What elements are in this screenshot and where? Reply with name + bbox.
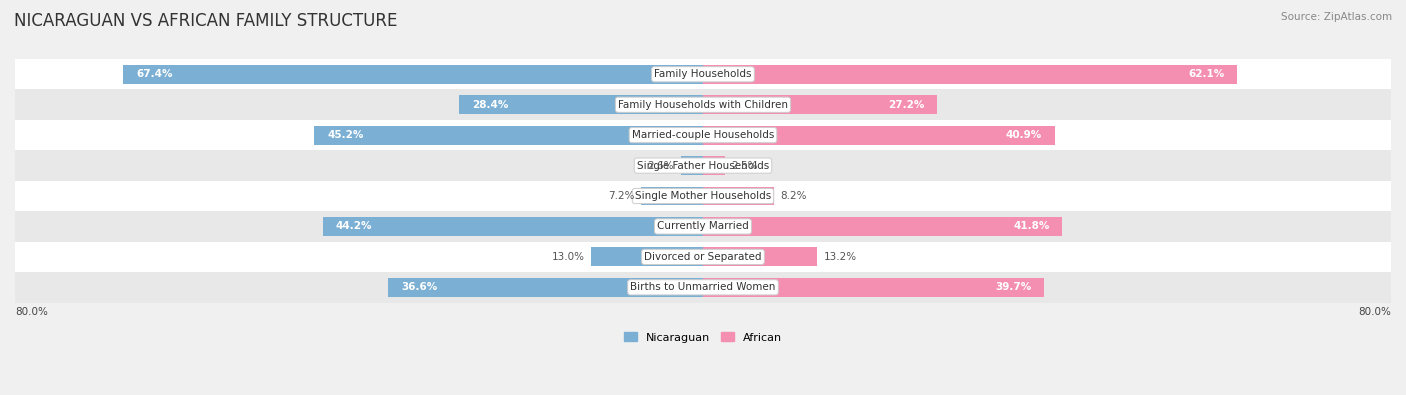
Text: 40.9%: 40.9% [1005,130,1042,140]
Bar [388,278,703,297]
Text: 67.4%: 67.4% [136,69,173,79]
Text: Single Mother Households: Single Mother Households [636,191,770,201]
Bar [15,181,1391,211]
Text: 8.2%: 8.2% [780,191,807,201]
Bar [124,65,703,84]
Text: Family Households with Children: Family Households with Children [619,100,787,110]
Text: 2.6%: 2.6% [647,161,673,171]
Bar [641,186,703,205]
Text: Source: ZipAtlas.com: Source: ZipAtlas.com [1281,12,1392,22]
Bar [591,247,703,266]
Text: 7.2%: 7.2% [607,191,634,201]
Bar [703,247,817,266]
Bar [15,90,1391,120]
Text: Single Father Households: Single Father Households [637,161,769,171]
Bar [703,65,1237,84]
Bar [703,95,936,114]
Bar [15,272,1391,303]
Bar [703,217,1063,236]
Bar [15,211,1391,242]
Text: Family Households: Family Households [654,69,752,79]
Bar [458,95,703,114]
Text: 62.1%: 62.1% [1188,69,1225,79]
Bar [703,156,724,175]
Bar [15,242,1391,272]
Text: 44.2%: 44.2% [336,222,373,231]
Bar [703,186,773,205]
Text: Currently Married: Currently Married [657,222,749,231]
Legend: Nicaraguan, African: Nicaraguan, African [619,328,787,347]
Text: 27.2%: 27.2% [887,100,924,110]
Text: Births to Unmarried Women: Births to Unmarried Women [630,282,776,292]
Text: 28.4%: 28.4% [471,100,508,110]
Text: 45.2%: 45.2% [328,130,364,140]
Text: 36.6%: 36.6% [401,282,437,292]
Bar [703,126,1054,145]
Text: Divorced or Separated: Divorced or Separated [644,252,762,262]
Bar [315,126,703,145]
Bar [15,120,1391,150]
Text: 13.0%: 13.0% [551,252,585,262]
Text: 13.2%: 13.2% [824,252,856,262]
Text: 2.5%: 2.5% [731,161,758,171]
Text: NICARAGUAN VS AFRICAN FAMILY STRUCTURE: NICARAGUAN VS AFRICAN FAMILY STRUCTURE [14,12,398,30]
Text: 39.7%: 39.7% [995,282,1032,292]
Bar [323,217,703,236]
Bar [15,59,1391,90]
Bar [15,150,1391,181]
Bar [703,278,1045,297]
Text: 41.8%: 41.8% [1014,222,1050,231]
Text: 80.0%: 80.0% [15,307,48,317]
Text: Married-couple Households: Married-couple Households [631,130,775,140]
Bar [681,156,703,175]
Text: 80.0%: 80.0% [1358,307,1391,317]
